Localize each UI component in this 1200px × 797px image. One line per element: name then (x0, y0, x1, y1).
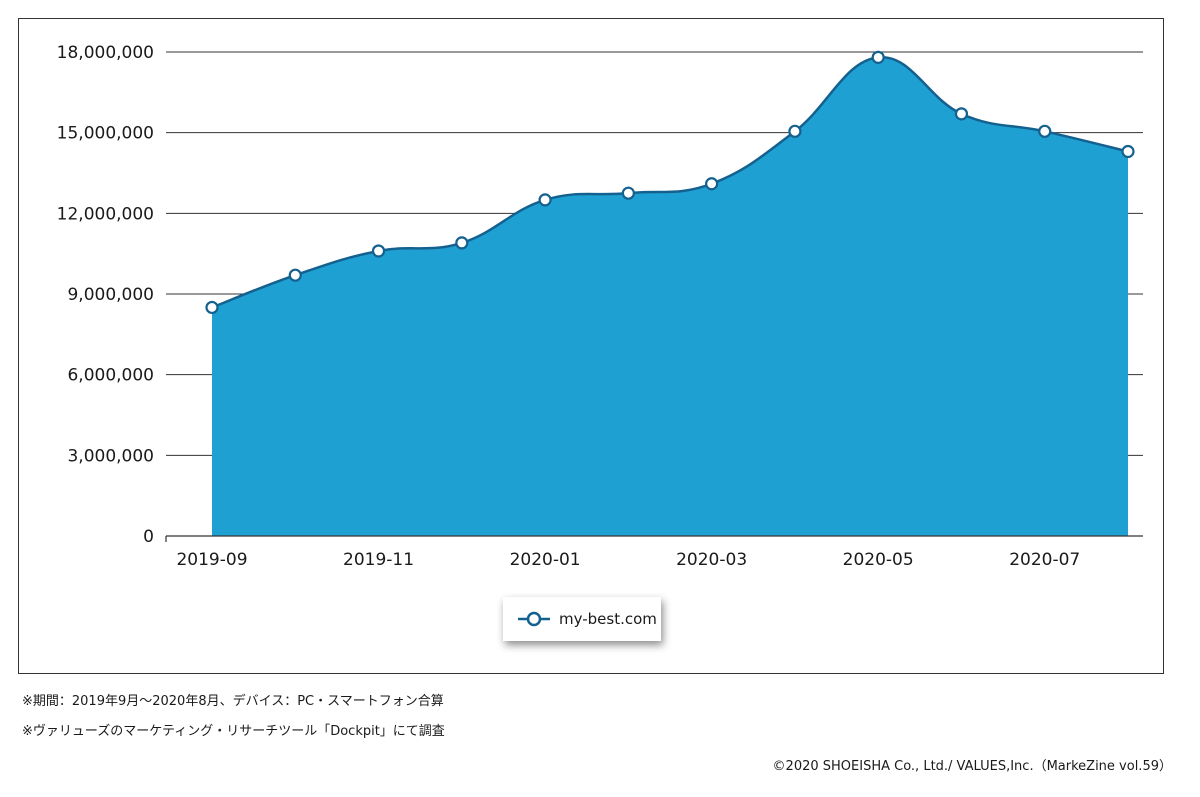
legend-label: my-best.com (559, 610, 657, 628)
x-tick-label: 2020-07 (1009, 550, 1080, 570)
data-point (788, 124, 802, 138)
data-point (371, 244, 386, 258)
legend-swatch (518, 611, 550, 627)
x-tick-label: 2020-05 (843, 550, 914, 570)
data-point (455, 236, 469, 250)
series-area (211, 56, 1129, 537)
data-point (954, 107, 969, 121)
data-point (621, 186, 635, 200)
data-point (205, 300, 219, 315)
x-tick-label: 2019-11 (343, 550, 414, 570)
x-tick-labels: 2019-09 2019-11 2020-01 2020-03 2020-05 2020-… (176, 550, 1080, 570)
series-markers (205, 50, 1135, 315)
chart-frame (18, 18, 1164, 674)
data-point (705, 177, 719, 191)
legend: my-best.com (503, 597, 661, 641)
data-point (1038, 124, 1052, 138)
data-point (1121, 144, 1135, 159)
x-tick-label: 2019-09 (176, 550, 247, 570)
y-tick-label: 6,000,000 (67, 366, 154, 386)
data-point (288, 268, 302, 282)
y-tick-label: 0 (143, 527, 154, 547)
copyright: ©2020 SHOEISHA Co., Ltd./ VALUES,Inc.（Ma… (772, 759, 1172, 774)
y-tick-labels: 0 3,000,000 6,000,000 9,000,000 12,000,000 15… (57, 43, 154, 547)
y-tick-label: 3,000,000 (67, 446, 154, 466)
y-tick-label: 18,000,000 (57, 43, 154, 63)
x-tick-label: 2020-03 (676, 550, 747, 570)
data-point (871, 50, 885, 64)
x-tick-label: 2020-01 (510, 550, 581, 570)
y-tick-label: 15,000,000 (57, 124, 154, 144)
note-period: ※期間：2019年9月～2020年8月、デバイス：PC・スマートフォン合算 (22, 694, 444, 709)
y-tick-label: 9,000,000 (67, 285, 154, 305)
area-fill (212, 57, 1128, 537)
y-tick-label: 12,000,000 (57, 204, 154, 224)
axes (165, 535, 1143, 542)
note-source: ※ヴァリューズのマーケティング・リサーチツール「Dockpit」にて調査 (22, 724, 445, 739)
data-point (538, 193, 552, 207)
area-chart: 0 3,000,000 6,000,000 9,000,000 12,000,000 15… (57, 43, 1143, 570)
